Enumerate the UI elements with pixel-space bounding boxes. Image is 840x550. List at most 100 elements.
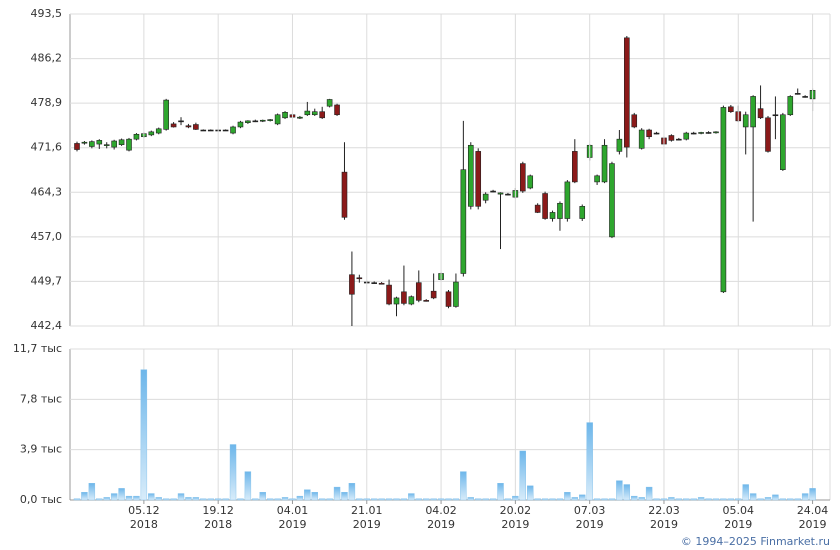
candle-body (527, 175, 534, 189)
volume-bar (125, 495, 133, 501)
volume-bar (140, 369, 148, 501)
candle-body (765, 117, 771, 152)
volume-bar (162, 498, 170, 501)
volume-bar (497, 483, 504, 501)
volume-bar (333, 486, 341, 501)
candle-body (742, 114, 749, 128)
y-tick-label: 449,7 (31, 274, 63, 287)
candle-body (163, 99, 169, 130)
y-tick-label: 457,0 (31, 230, 63, 243)
volume-bar (400, 498, 408, 501)
candle-body (349, 274, 355, 295)
candle-body (126, 138, 132, 151)
volume-bar (408, 493, 415, 501)
y-tick-label: 464,3 (31, 185, 63, 198)
candle-body (230, 126, 236, 134)
volume-bar (237, 498, 244, 501)
volume-bar (623, 484, 631, 501)
candle-body (519, 163, 526, 192)
volume-bar (512, 495, 519, 501)
candle-body (378, 282, 385, 285)
volume-bar (772, 494, 779, 501)
candle-body (802, 96, 808, 98)
candle-body (609, 163, 615, 238)
volume-bar (586, 422, 593, 501)
volume-bar (504, 498, 512, 501)
candle-body (267, 119, 273, 121)
volume-bar (88, 483, 96, 501)
candle-body (415, 282, 422, 301)
candle-body (534, 204, 541, 213)
candle-body (118, 139, 125, 145)
volume-bar (363, 498, 370, 501)
volume-bar (222, 498, 229, 501)
volume-bar (697, 497, 705, 501)
volume-bar (378, 498, 385, 501)
x-tick-label: 22.03 2019 (648, 504, 680, 531)
volume-bar (787, 498, 794, 501)
candle-body (252, 120, 259, 123)
candle-body (178, 120, 184, 123)
candle-body (490, 190, 496, 193)
volume-bar (571, 497, 579, 501)
volume-bar (660, 498, 668, 501)
candle-body (631, 114, 638, 128)
candle-body (89, 141, 95, 147)
candle-body (772, 114, 779, 117)
candle-body (148, 131, 155, 136)
candle-body (245, 120, 251, 123)
volume-bar (534, 498, 541, 501)
candle-body (787, 96, 794, 116)
volume-bar (229, 444, 237, 501)
candle-body (698, 132, 704, 134)
candle-body (728, 106, 734, 112)
volume-bar (103, 497, 110, 501)
candle-body (676, 138, 682, 141)
volume-bar (133, 495, 140, 501)
candle-body (467, 144, 474, 207)
candle-body (705, 132, 712, 134)
volume-bar (593, 498, 601, 501)
volume-bar (460, 471, 467, 501)
candle-body (393, 297, 400, 305)
candle-body (460, 169, 467, 274)
candle-body (579, 206, 586, 219)
volume-bar (393, 498, 400, 501)
volume-bar (467, 497, 474, 501)
candle-body (423, 300, 430, 302)
volume-bar (452, 498, 460, 501)
candle-body (453, 281, 459, 307)
candle-body (297, 116, 303, 119)
candle-body (326, 99, 333, 107)
volume-bar (289, 498, 296, 501)
volume-bar (653, 498, 660, 501)
volume-bar (616, 480, 623, 501)
volume-bar (192, 497, 200, 501)
candle-body (757, 108, 764, 119)
candle-body (646, 129, 652, 138)
volume-bar (645, 486, 653, 501)
x-tick-label: 19.12 2018 (202, 504, 234, 531)
volume-bar (556, 498, 564, 501)
volume-bar (311, 492, 318, 501)
y-tick-label: 0,0 тыс (20, 493, 62, 506)
y-tick-label: 7,8 тыс (20, 392, 62, 405)
candle-body (638, 129, 645, 149)
volume-bar (489, 498, 497, 501)
candle-body (572, 151, 578, 183)
candle-body (193, 124, 199, 130)
candle-body (386, 284, 392, 305)
candle-body (564, 181, 571, 219)
volume-bar (73, 498, 81, 501)
volume-bar (371, 498, 378, 501)
volume-bar (712, 498, 720, 501)
candle-body (668, 135, 675, 141)
volume-bar (326, 498, 333, 501)
volume-bar (185, 497, 192, 501)
candle-body (222, 129, 229, 132)
volume-bar (110, 493, 118, 501)
candle-body (111, 140, 117, 148)
candle-body (200, 129, 207, 132)
y-tick-label: 442,4 (31, 319, 63, 332)
candle-body (319, 111, 325, 119)
